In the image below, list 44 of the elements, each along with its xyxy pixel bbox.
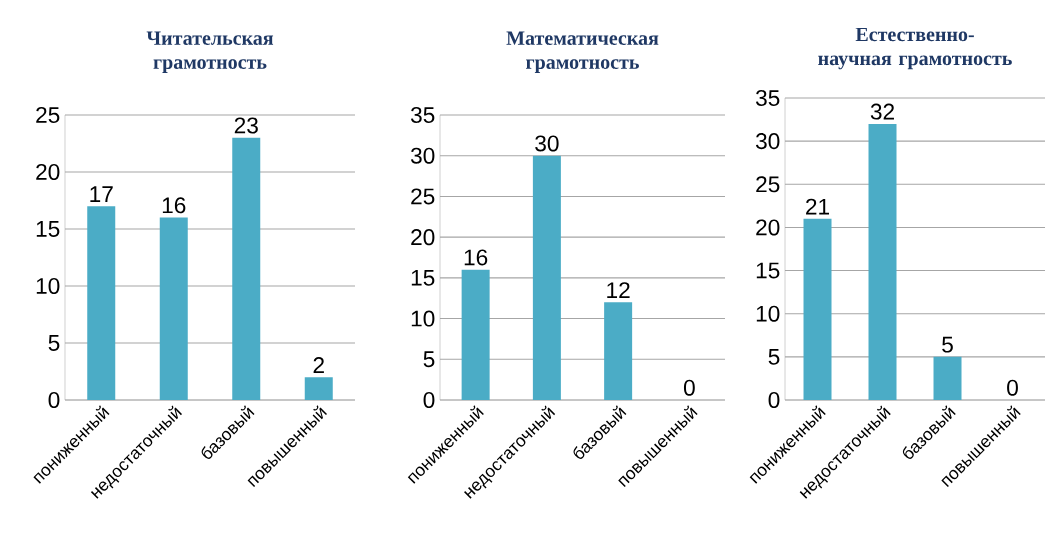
y-tick-label: 20 — [36, 163, 60, 181]
bar — [604, 302, 633, 400]
data-label: 0 — [683, 379, 695, 396]
data-label: 5 — [942, 336, 953, 353]
y-tick-label: 35 — [755, 89, 780, 107]
bar — [232, 137, 261, 400]
y-tick-label: 25 — [36, 106, 60, 124]
bar — [532, 155, 561, 400]
y-tick-label: 20 — [411, 229, 435, 246]
data-label: 32 — [870, 103, 894, 120]
chart-title: Естественно-научная грамотность — [818, 27, 1012, 70]
y-tick-label: 30 — [410, 147, 435, 164]
data-label: 21 — [806, 198, 830, 215]
y-tick-label: 30 — [755, 133, 780, 150]
y-tick-label: 10 — [36, 277, 60, 295]
bar — [461, 269, 490, 400]
y-tick-label: 10 — [756, 305, 780, 322]
data-label: 17 — [90, 186, 113, 202]
data-label: 16 — [464, 249, 488, 266]
data-label: 0 — [1007, 379, 1018, 396]
bar — [87, 206, 116, 400]
data-label: 2 — [313, 357, 324, 373]
bar — [159, 217, 188, 400]
y-tick-label: 25 — [756, 176, 780, 193]
y-tick-label: 20 — [756, 219, 780, 236]
bar — [304, 377, 333, 400]
data-label: 12 — [607, 282, 630, 299]
chart-title: Математическая грамотность — [506, 31, 659, 73]
y-tick-label: 35 — [410, 106, 435, 124]
bar — [803, 218, 832, 400]
bar — [933, 356, 962, 400]
y-tick-label: 15 — [756, 262, 780, 279]
data-label: 23 — [234, 117, 258, 134]
y-tick-label: 15 — [411, 269, 435, 286]
bar — [868, 123, 897, 400]
y-tick-label: 5 — [423, 351, 435, 368]
y-tick-label: 10 — [411, 310, 435, 327]
y-tick-label: 15 — [36, 221, 60, 237]
data-label: 16 — [162, 197, 186, 214]
data-label: 30 — [535, 135, 559, 152]
chart-title: Читательская грамотность — [146, 31, 274, 73]
y-tick-label: 5 — [768, 348, 780, 365]
y-tick-label: 25 — [411, 188, 435, 205]
y-tick-label: 5 — [48, 335, 60, 351]
